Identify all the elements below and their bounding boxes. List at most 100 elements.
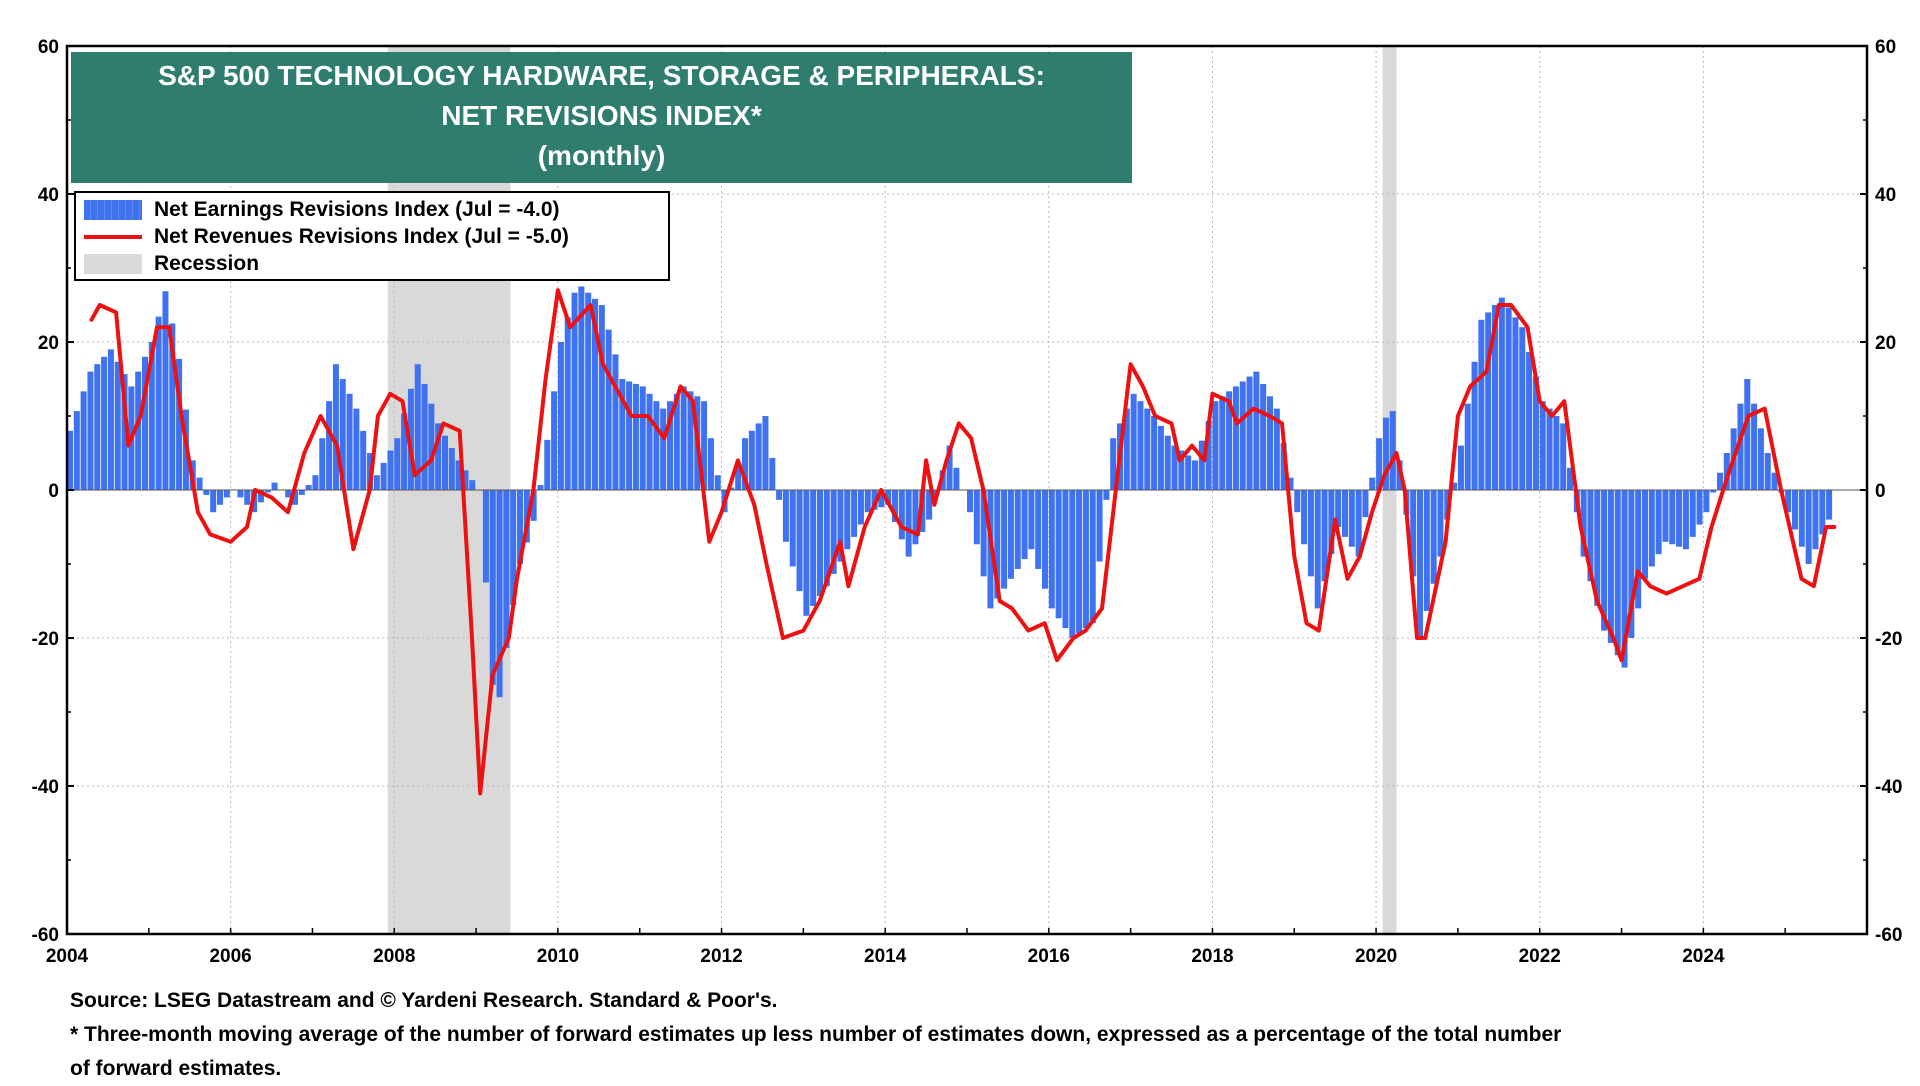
earnings-bar xyxy=(1792,490,1799,530)
earnings-bar xyxy=(1614,490,1621,656)
earnings-bar xyxy=(503,490,510,648)
earnings-bar xyxy=(1021,490,1028,560)
line-swatch-icon xyxy=(84,235,142,239)
earnings-bar xyxy=(598,305,605,490)
revenues-line xyxy=(89,288,1837,796)
earnings-bar xyxy=(1546,408,1553,490)
earnings-bar xyxy=(1594,490,1601,606)
earnings-bar xyxy=(421,383,428,490)
earnings-bar xyxy=(387,450,394,490)
earnings-bar xyxy=(898,490,905,540)
earnings-bar xyxy=(557,342,564,490)
earnings-bar xyxy=(298,490,305,495)
earnings-bar xyxy=(257,490,264,503)
earnings-bar xyxy=(892,490,899,523)
earnings-bar xyxy=(1648,490,1655,567)
earnings-bar xyxy=(155,316,162,490)
earnings-bar xyxy=(782,490,789,542)
earnings-bar xyxy=(1717,472,1724,490)
earnings-bar xyxy=(326,401,333,490)
earnings-bar xyxy=(714,475,721,490)
earnings-bar xyxy=(237,490,244,498)
y-tick-label-right: 20 xyxy=(1875,333,1896,354)
earnings-bar xyxy=(953,467,960,490)
source-line-1: Source: LSEG Datastream and © Yardeni Re… xyxy=(70,989,778,1012)
earnings-bar xyxy=(707,438,714,490)
earnings-bar xyxy=(994,490,1001,599)
earnings-bar xyxy=(1689,490,1696,537)
revenues-series-line xyxy=(89,288,1837,796)
earnings-bar xyxy=(292,490,299,505)
earnings-bar xyxy=(1123,408,1130,490)
earnings-bar xyxy=(926,490,933,520)
earnings-bar xyxy=(169,323,176,490)
earnings-bar xyxy=(564,317,571,490)
earnings-bar xyxy=(1307,490,1314,577)
x-tick-label: 2006 xyxy=(209,946,251,967)
earnings-bar xyxy=(1062,490,1069,629)
earnings-bar xyxy=(1696,490,1703,525)
earnings-bar xyxy=(1669,490,1676,545)
earnings-bar xyxy=(1239,381,1246,490)
earnings-bar xyxy=(339,379,346,490)
earnings-bar xyxy=(1621,490,1628,668)
earnings-bar xyxy=(973,490,980,545)
earnings-bar xyxy=(1089,490,1096,624)
earnings-bar xyxy=(1492,305,1499,490)
earnings-bars xyxy=(67,286,1833,698)
earnings-bar xyxy=(1389,411,1396,490)
earnings-bar xyxy=(796,490,803,592)
earnings-bar xyxy=(1751,403,1758,490)
earnings-bar xyxy=(1382,417,1389,490)
title-subtitle: (monthly) xyxy=(537,140,666,171)
earnings-bar xyxy=(1819,490,1826,535)
earnings-bar xyxy=(1246,376,1253,490)
earnings-bar xyxy=(537,485,544,490)
earnings-bar xyxy=(1417,490,1424,638)
earnings-bar xyxy=(1185,455,1192,490)
footnote-line-2: of forward estimates. xyxy=(70,1057,282,1080)
earnings-bar xyxy=(1157,425,1164,490)
earnings-bar xyxy=(1137,401,1144,490)
earnings-bar xyxy=(1437,490,1444,557)
y-tick-label-right: 0 xyxy=(1875,481,1886,502)
earnings-bar xyxy=(1369,477,1376,490)
earnings-bar xyxy=(1812,490,1819,550)
recession-swatch-icon xyxy=(84,254,142,274)
earnings-bar xyxy=(1007,490,1014,579)
earnings-bar xyxy=(1253,371,1260,490)
earnings-bar xyxy=(244,490,251,505)
legend-item-revenues: Net Revenues Revisions Index (Jul = -5.0… xyxy=(84,224,569,250)
y-tick-label-right: -40 xyxy=(1875,777,1902,798)
earnings-bar xyxy=(1601,490,1608,631)
title-line-2: NET REVISIONS INDEX* xyxy=(441,100,762,131)
earnings-bar xyxy=(1096,490,1103,562)
earnings-bar xyxy=(1628,490,1635,638)
earnings-bar xyxy=(203,490,210,495)
bar-swatch-icon xyxy=(84,200,142,220)
earnings-bar xyxy=(967,490,974,513)
earnings-bar xyxy=(585,292,592,490)
y-tick-label-right: -20 xyxy=(1875,629,1902,650)
earnings-bar xyxy=(435,423,442,490)
legend: Net Earnings Revisions Index (Jul = -4.0… xyxy=(74,191,670,281)
earnings-bar xyxy=(946,445,953,490)
earnings-bar xyxy=(612,354,619,490)
earnings-bar xyxy=(1301,490,1308,545)
earnings-bar xyxy=(1273,408,1280,490)
earnings-bar xyxy=(1764,453,1771,490)
earnings-bar xyxy=(789,490,796,567)
earnings-bar xyxy=(701,401,708,490)
earnings-bar xyxy=(1826,490,1833,520)
earnings-bar xyxy=(380,462,387,490)
earnings-bar xyxy=(1410,490,1417,577)
earnings-bar xyxy=(728,487,735,490)
earnings-bar xyxy=(653,401,660,490)
earnings-bar xyxy=(735,462,742,490)
x-tick-label: 2012 xyxy=(700,946,742,967)
earnings-bar xyxy=(857,490,864,525)
earnings-bar xyxy=(482,490,489,583)
earnings-bar xyxy=(810,490,817,606)
earnings-bar xyxy=(1676,490,1683,547)
